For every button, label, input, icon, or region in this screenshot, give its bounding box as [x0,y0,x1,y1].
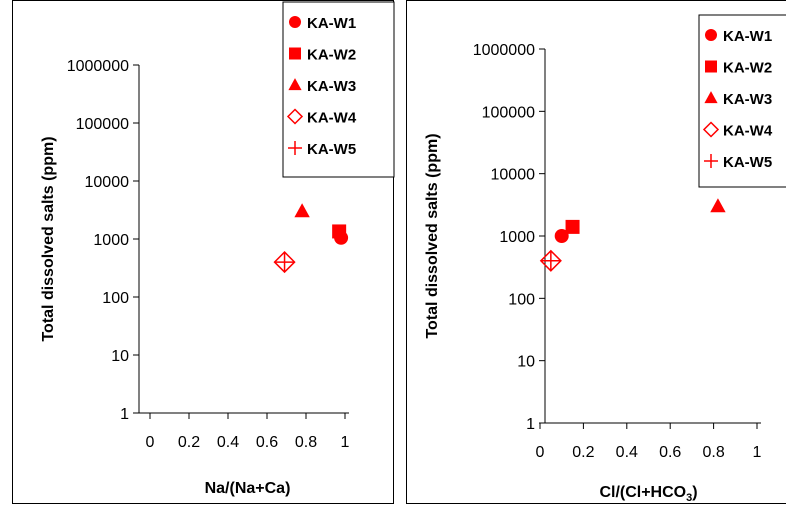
chart-right-svg: 1 10 100 1000 10000 100000 1000000 0 0.2 0.4 0.6 0.… [424,14,786,504]
y-tick-label: 100000 [482,104,535,121]
data-point-ka-w5 [274,252,295,273]
x-axis-title: Cl/(Cl+HCO3) [599,484,697,504]
x-tick-label: 1 [753,444,762,461]
y-tick-label: 1 [526,416,535,433]
legend-marker-ka-w5 [704,154,718,168]
x-tick-label: 0 [536,444,545,461]
y-axis-title: Total dissolved salts (ppm) [40,136,57,341]
legend-label-ka-w2: KA-W2 [307,47,356,64]
x-tick-label: 0.6 [256,434,278,451]
data-point-ka-w2 [565,219,580,234]
legend-marker-ka-w2 [705,60,717,73]
x-axis-title: Na/(Na+Ca) [205,480,291,497]
y-tick-label: 10 [517,354,535,371]
data-point-ka-w5 [540,250,561,271]
legend-marker-ka-w4 [286,108,304,125]
legend-marker-ka-w2 [289,47,301,60]
y-tick-label: 100000 [76,116,129,133]
legend-marker-ka-w3 [704,91,718,104]
y-tick-label: 100 [508,291,535,308]
legend-marker-ka-w4 [702,121,720,138]
y-tick-label: 1000 [499,229,535,246]
y-tick-label: 1 [120,406,129,423]
legend-label-ka-w5: KA-W5 [723,154,772,171]
legend-label-ka-w3: KA-W3 [307,78,356,95]
data-point-ka-w2 [332,224,347,239]
data-point-ka-w1 [554,229,569,243]
legend-marker-ka-w3 [288,78,302,91]
legend-label-ka-w1: KA-W1 [723,28,772,45]
legend-box [282,1,395,178]
y-tick-label: 10000 [491,167,536,184]
y-tick-label: 1000000 [473,42,535,59]
y-tick-label: 10 [111,348,129,365]
legend-label-ka-w4: KA-W4 [723,123,773,140]
y-axis-title: Total dissolved salts (ppm) [424,133,441,338]
x-tick-label: 0.2 [178,434,200,451]
x-tick-label: 0.4 [616,444,638,461]
legend-box [698,14,786,188]
data-point-ka-w3 [294,203,310,218]
x-tick-label: 0 [146,434,155,451]
legend-marker-ka-w5 [288,141,302,155]
data-point-ka-w3 [710,198,726,213]
legend-label-ka-w3: KA-W3 [723,91,772,108]
x-tick-label: 0.8 [702,444,724,461]
x-tick-label: 0.2 [572,444,594,461]
x-tick-label: 0.4 [217,434,239,451]
y-tick-label: 10000 [85,174,130,191]
y-tick-label: 1000 [93,232,129,249]
x-tick-label: 0.6 [659,444,681,461]
legend-marker-ka-w1 [289,16,301,28]
legend-marker-ka-w1 [705,29,717,41]
y-tick-label: 100 [102,290,129,307]
chart-panel-right: 1 10 100 1000 10000 100000 1000000 0 0.2 0.4 0.6 0.… [406,0,786,504]
legend-label-ka-w5: KA-W5 [307,141,356,158]
chart-panel-left: 1 10 100 1000 10000 100000 1000000 0 0.2 0.4 0.6 0.… [12,0,395,504]
y-tick-label: 1000000 [67,58,129,75]
x-tick-label: 1 [341,434,350,451]
legend-label-ka-w2: KA-W2 [723,60,772,77]
legend-label-ka-w4: KA-W4 [307,110,357,127]
legend-label-ka-w1: KA-W1 [307,15,356,32]
x-tick-label: 0.8 [295,434,317,451]
chart-left-svg: 1 10 100 1000 10000 100000 1000000 0 0.2 0.4 0.6 0.… [40,1,395,497]
